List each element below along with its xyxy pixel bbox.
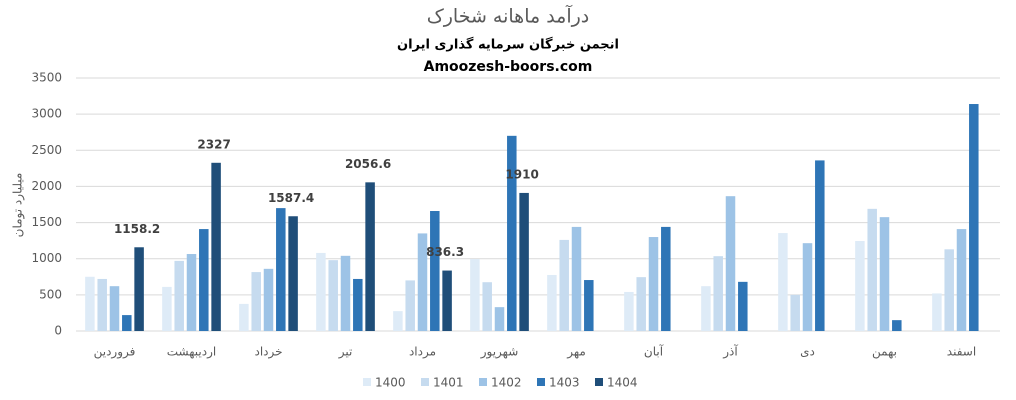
- bar: [944, 249, 954, 331]
- bar: [969, 104, 979, 331]
- bar: [559, 239, 569, 331]
- chart-subtitle: انجمن خبرگان سرمایه گذاری ایران: [397, 37, 619, 53]
- y-tick-label: 0: [54, 324, 62, 338]
- bar: [393, 311, 403, 331]
- bar: [892, 320, 902, 331]
- bar: [725, 196, 736, 331]
- bar: [353, 278, 363, 331]
- bar: [211, 162, 221, 331]
- bar: [855, 241, 865, 331]
- bar: [867, 208, 877, 331]
- bar: [648, 237, 659, 331]
- x-tick-label: اردیبهشت: [167, 345, 216, 360]
- bar: [405, 280, 415, 331]
- x-tick-label: مهر: [566, 345, 586, 360]
- y-axis-label: میلیارد تومان: [11, 173, 26, 238]
- bar: [85, 276, 95, 331]
- y-tick-label: 3000: [31, 107, 62, 121]
- y-tick-label: 2000: [31, 179, 62, 193]
- value-label: 2056.6: [345, 157, 391, 171]
- value-label: 1910: [505, 167, 538, 181]
- bar: [239, 303, 249, 331]
- bar: [340, 255, 351, 331]
- bar: [701, 286, 711, 331]
- x-tick-label: دی: [800, 345, 815, 359]
- bar: [316, 252, 326, 331]
- bar: [470, 259, 480, 331]
- bar: [738, 281, 748, 331]
- bar: [263, 268, 274, 331]
- bar: [584, 280, 594, 331]
- bar: [802, 243, 813, 331]
- y-tick-label: 2500: [31, 143, 62, 157]
- bar: [186, 254, 197, 331]
- legend-swatch: [537, 378, 545, 386]
- legend-label: 1400: [375, 376, 406, 390]
- legend-label: 1403: [549, 376, 580, 390]
- legend-swatch: [595, 378, 603, 386]
- y-tick-label: 1500: [31, 215, 62, 229]
- value-label: 1587.4: [268, 191, 314, 205]
- bar: [879, 217, 890, 331]
- chart-title: درآمد ماهانه شخارک: [427, 4, 590, 28]
- bar: [790, 294, 800, 331]
- bar: [251, 272, 261, 331]
- bar: [97, 278, 107, 331]
- bar: [815, 160, 825, 331]
- bar: [778, 233, 788, 331]
- bar: [122, 315, 132, 331]
- bar: [507, 135, 517, 331]
- legend-label: 1402: [491, 376, 522, 390]
- bar: [494, 307, 505, 331]
- x-tick-label: بهمن: [872, 345, 897, 360]
- x-tick-label: خرداد: [254, 345, 282, 360]
- x-tick-label: تیر: [338, 345, 353, 360]
- chart-subtitle: Amoozesh-boors.com: [424, 59, 593, 75]
- y-tick-label: 1000: [31, 251, 62, 265]
- legend-swatch: [479, 378, 487, 386]
- legend-swatch: [421, 378, 429, 386]
- bar: [932, 293, 942, 331]
- x-tick-label: آبان: [644, 344, 664, 359]
- x-tick-label: مرداد: [409, 345, 436, 360]
- bar: [547, 274, 557, 331]
- value-label: 1158.2: [114, 222, 160, 236]
- bar: [328, 260, 338, 331]
- value-label: 836.3: [426, 245, 464, 259]
- bar: [199, 229, 209, 331]
- bar: [956, 229, 967, 331]
- bar: [276, 208, 286, 331]
- x-tick-label: اسفند: [947, 345, 976, 359]
- legend-swatch: [363, 378, 371, 386]
- y-tick-label: 500: [39, 287, 62, 301]
- bar: [417, 233, 428, 331]
- bar: [482, 282, 492, 331]
- bar: [519, 192, 529, 331]
- bar: [442, 270, 452, 331]
- bar: [636, 277, 646, 331]
- y-tick-label: 3500: [31, 71, 62, 85]
- value-label: 2327: [197, 137, 230, 151]
- bar: [109, 286, 120, 331]
- bar: [430, 211, 440, 331]
- x-tick-label: آذر: [722, 344, 738, 360]
- bar: [134, 247, 144, 331]
- bar: [174, 260, 184, 331]
- bar: [365, 182, 375, 331]
- legend-label: 1404: [607, 376, 638, 390]
- bar: [713, 256, 723, 331]
- bar: [288, 216, 298, 331]
- bar: [661, 226, 671, 331]
- legend-label: 1401: [433, 376, 464, 390]
- x-tick-label: شهریور: [480, 345, 519, 360]
- bar: [571, 226, 582, 331]
- bar: [624, 291, 634, 331]
- x-tick-label: فروردین: [94, 345, 136, 360]
- bar: [162, 286, 172, 331]
